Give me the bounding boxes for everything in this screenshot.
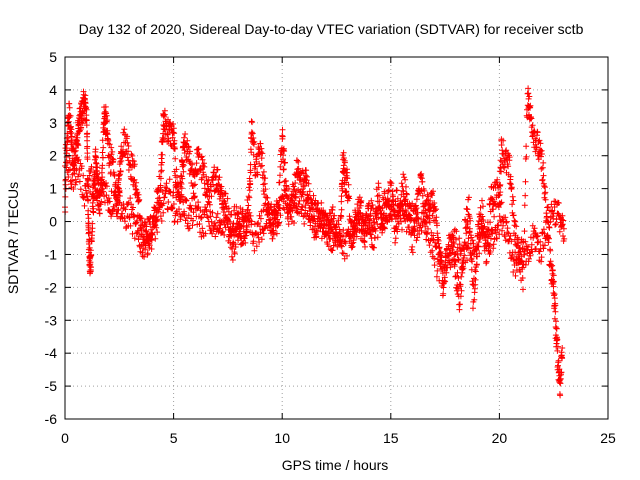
x-tick-label: 20 [492,430,508,446]
y-tick-label: 2 [49,148,57,164]
sdtvar-points [62,85,568,399]
x-axis-label: GPS time / hours [282,457,389,473]
x-tick-label: 15 [383,430,399,446]
x-tick-label: 25 [600,430,616,446]
y-tick-label: -2 [45,279,58,295]
y-tick-label: 4 [49,82,57,98]
y-tick-label: -6 [45,411,58,427]
chart-title: Day 132 of 2020, Sidereal Day-to-day VTE… [79,21,584,37]
y-tick-label: -1 [45,246,58,262]
axis-ticks: -6 -5 -4 -3 -2 -1 0 1 2 3 4 5 0 5 10 15 20 25 [45,49,616,446]
x-tick-label: 10 [274,430,290,446]
y-tick-label: -5 [45,378,58,394]
y-axis-label: SDTVAR / TECUs [5,182,21,294]
y-tick-label: 5 [49,49,57,65]
x-tick-label: 5 [170,430,178,446]
y-tick-label: 3 [49,115,57,131]
y-tick-label: -3 [45,312,58,328]
y-tick-label: 1 [49,181,57,197]
y-tick-label: -4 [45,345,58,361]
data-points [62,85,568,399]
y-tick-label: 0 [49,214,57,230]
plot-frame [64,56,609,420]
x-tick-label: 0 [61,430,69,446]
